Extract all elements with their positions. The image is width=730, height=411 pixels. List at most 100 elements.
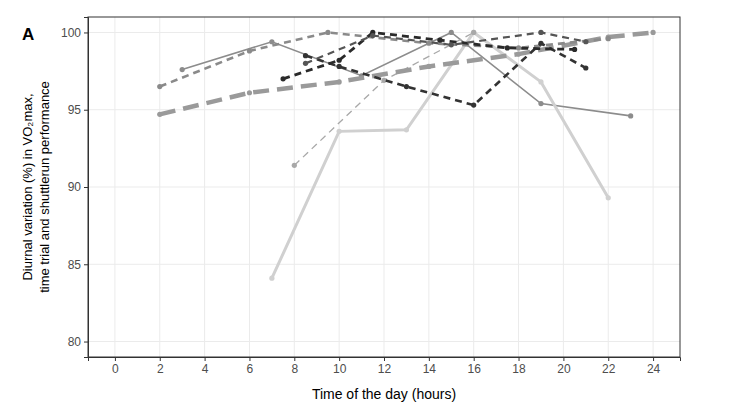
tick: 95 [68, 103, 88, 117]
grid-line-y [88, 341, 680, 342]
point [292, 163, 297, 168]
grid-line-y [88, 187, 680, 188]
tick-mark [294, 357, 295, 361]
tick-label: 6 [247, 362, 254, 376]
point [247, 48, 252, 53]
y-axis: 80 85 90 95 100 [61, 18, 89, 358]
tick-mark [474, 357, 475, 361]
y-axis-title-line: time trial and shuttlerun performance [37, 81, 52, 293]
series-group [157, 30, 656, 281]
axis-line [89, 358, 681, 362]
point [650, 30, 655, 35]
tick: 20 [557, 357, 571, 376]
plot-background [88, 17, 680, 357]
point [426, 64, 431, 69]
tick-mark [339, 357, 340, 361]
point [606, 36, 611, 41]
tick: 12 [378, 357, 392, 376]
point [538, 30, 543, 35]
point [449, 30, 454, 35]
point [337, 129, 342, 134]
series-line [306, 32, 586, 63]
series-line [160, 32, 653, 114]
tick: 16 [468, 357, 482, 376]
point [426, 41, 431, 46]
tick: 90 [68, 180, 88, 194]
tick: 6 [247, 357, 254, 376]
tick-mark [563, 357, 564, 361]
series-line [283, 32, 575, 78]
y-axis-title-line: Diurnal variation (%) in VO₂max, [20, 93, 35, 280]
title: A [22, 25, 34, 44]
series-line [272, 32, 608, 278]
point [606, 195, 611, 200]
series-line [306, 43, 586, 105]
point [572, 47, 577, 52]
tick-label: 80 [68, 335, 82, 349]
tick-label: 24 [647, 362, 661, 376]
tick-mark [84, 32, 88, 33]
point [404, 84, 409, 89]
tick-mark [115, 357, 116, 361]
point [516, 51, 521, 56]
point [303, 53, 308, 58]
tick: 8 [291, 357, 298, 376]
y-axis-title: Diurnal variation (%) in VO₂max,time tri… [20, 81, 52, 293]
grid-line-y [88, 264, 680, 265]
tick-label: 90 [68, 180, 82, 194]
tick: 80 [68, 335, 88, 349]
tick-mark [608, 357, 609, 361]
point [583, 65, 588, 70]
point [157, 84, 162, 89]
tick-label: 18 [512, 362, 526, 376]
point [303, 61, 308, 66]
point [325, 30, 330, 35]
point [538, 79, 543, 84]
tick-mark [384, 357, 385, 361]
tick-mark [84, 110, 88, 111]
grid [88, 17, 680, 357]
point [471, 30, 476, 35]
tick-mark [205, 357, 206, 361]
chart: 02468101214161820222480859095100ATime of… [0, 0, 730, 411]
plot-frame [88, 17, 680, 357]
tick: 2 [157, 357, 164, 376]
x-axis: 024681012141618202224 [89, 357, 681, 376]
tick: 100 [61, 26, 88, 40]
point [628, 113, 633, 118]
tick-label: 8 [291, 362, 298, 376]
point [269, 39, 274, 44]
tick-label: 85 [68, 258, 82, 272]
point [337, 79, 342, 84]
point [516, 45, 521, 50]
point [370, 33, 375, 38]
tick-label: 10 [333, 362, 347, 376]
point [471, 30, 476, 35]
point [404, 127, 409, 132]
point [269, 276, 274, 281]
point [449, 42, 454, 47]
tick-mark [519, 357, 520, 361]
point [437, 38, 442, 43]
x-axis-title: Time of the day (hours) [312, 386, 456, 402]
tick-label: 95 [68, 103, 82, 117]
tick: 0 [112, 357, 119, 376]
point [280, 76, 285, 81]
tick: 24 [647, 357, 661, 376]
point [538, 41, 543, 46]
plot: 02468101214161820222480859095100 [61, 17, 681, 376]
tick-mark [653, 357, 654, 361]
tick-label: 22 [602, 362, 616, 376]
tick: 10 [333, 357, 347, 376]
tick-label: 12 [378, 362, 392, 376]
tick-mark [84, 342, 88, 343]
tick: 4 [202, 357, 209, 376]
tick-label: 0 [112, 362, 119, 376]
point [583, 39, 588, 44]
point [337, 58, 342, 63]
tick-label: 14 [423, 362, 437, 376]
point [180, 67, 185, 72]
tick-label: 16 [468, 362, 482, 376]
tick: 18 [512, 357, 526, 376]
point [247, 90, 252, 95]
